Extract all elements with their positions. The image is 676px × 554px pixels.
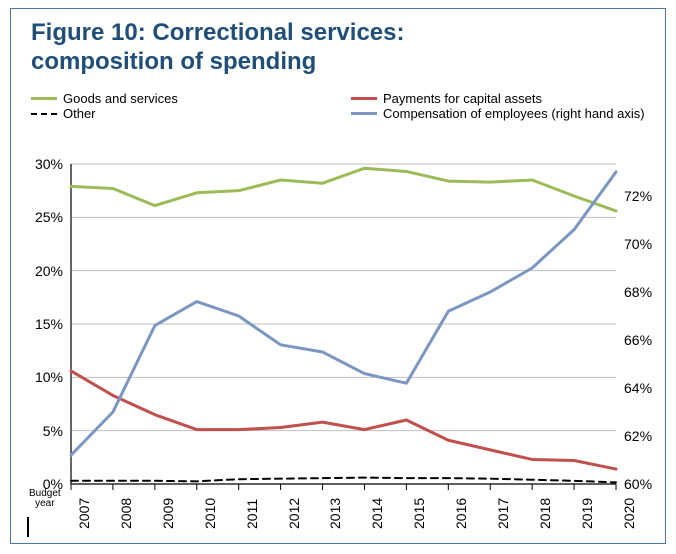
y-left-tick-label: 20% <box>35 263 63 279</box>
x-tick-label: 2011 <box>244 499 260 529</box>
x-tick-label: 2017 <box>495 498 511 529</box>
legend-label: Payments for capital assets <box>383 91 542 106</box>
legend-item: Other <box>31 106 351 121</box>
text-caret <box>27 517 29 537</box>
x-tick-label: 2007 <box>76 498 92 529</box>
x-tick-label: 2020 <box>621 498 637 529</box>
figure-title: Figure 10: Correctional services: compos… <box>31 19 645 77</box>
y-right-tick-label: 62% <box>624 428 652 444</box>
legend-swatch <box>31 113 57 115</box>
y-left-tick-label: 15% <box>35 316 63 332</box>
y-right-tick-label: 60% <box>624 476 652 492</box>
legend-swatch <box>351 97 377 100</box>
y-right-tick-label: 70% <box>624 236 652 252</box>
x-tick-label: 2008 <box>118 498 134 529</box>
legend-label: Compensation of employees (right hand ax… <box>383 106 645 121</box>
legend-label: Other <box>63 106 96 121</box>
budget-year-label: Budget year <box>29 489 61 509</box>
y-left-tick-label: 10% <box>35 369 63 385</box>
chart-svg <box>71 164 616 484</box>
series-line <box>71 478 616 483</box>
x-tick-label: 2012 <box>286 498 302 529</box>
y-right-tick-label: 64% <box>624 380 652 396</box>
x-tick-label: 2013 <box>327 498 343 529</box>
legend-swatch <box>351 112 377 115</box>
x-tick-label: 2019 <box>579 498 595 529</box>
y-left-tick-label: 30% <box>35 156 63 172</box>
x-tick-label: 2014 <box>369 498 385 529</box>
x-tick-label: 2010 <box>202 498 218 529</box>
legend-swatch <box>31 97 57 100</box>
plot-area <box>71 164 616 484</box>
figure-frame: { "figure": { "title": "Figure 10: Corre… <box>10 8 666 544</box>
x-tick-label: 2018 <box>537 498 553 529</box>
x-tick-label: 2015 <box>411 498 427 529</box>
y-right-tick-label: 72% <box>624 188 652 204</box>
y-right-tick-label: 68% <box>624 284 652 300</box>
y-left-tick-label: 25% <box>35 209 63 225</box>
legend: Goods and services Payments for capital a… <box>31 91 651 121</box>
series-line <box>71 371 616 469</box>
legend-label: Goods and services <box>63 91 178 106</box>
y-left-tick-label: 5% <box>43 423 63 439</box>
legend-item: Goods and services <box>31 91 351 106</box>
x-tick-label: 2009 <box>160 498 176 529</box>
series-line <box>71 168 616 211</box>
x-tick-label: 2016 <box>453 498 469 529</box>
y-right-tick-label: 66% <box>624 332 652 348</box>
legend-item: Compensation of employees (right hand ax… <box>351 106 651 121</box>
legend-item: Payments for capital assets <box>351 91 651 106</box>
y-left-tick-label: 0% <box>43 476 63 492</box>
